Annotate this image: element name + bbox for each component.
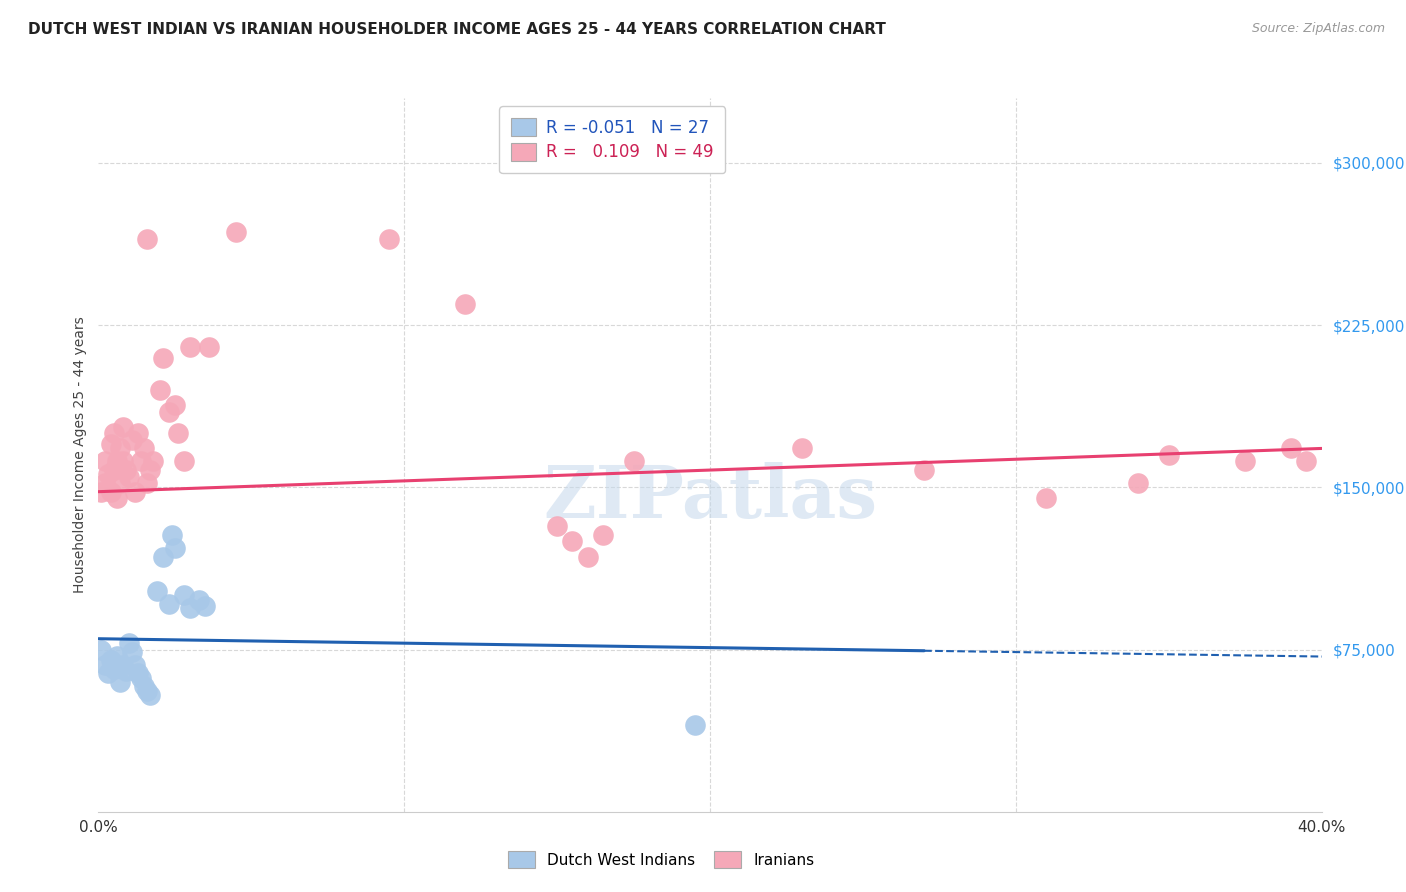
Point [197,340,219,354]
Point [179,601,201,615]
Point [90,484,112,499]
Point [790,442,813,456]
Point [127,426,149,441]
Point [121,433,143,447]
Point [163,398,186,412]
Point [157,597,180,611]
Point [136,232,159,246]
Point [115,463,138,477]
Point [561,534,583,549]
Point [118,469,141,483]
Point [105,491,128,505]
Legend: Dutch West Indians, Iranians: Dutch West Indians, Iranians [501,844,823,875]
Point [225,225,247,239]
Y-axis label: Householder Income Ages 25 - 44 years: Householder Income Ages 25 - 44 years [73,317,87,593]
Point [108,675,131,690]
Point [912,463,935,477]
Point [129,454,152,468]
Point [149,383,172,397]
Point [1128,476,1150,491]
Point [157,405,180,419]
Point [100,484,122,499]
Point [124,484,146,499]
Point [592,528,614,542]
Point [134,679,156,693]
Point [111,419,134,434]
Point [100,653,122,667]
Point [152,351,174,365]
Text: DUTCH WEST INDIAN VS IRANIAN HOUSEHOLDER INCOME AGES 25 - 44 YEARS CORRELATION C: DUTCH WEST INDIAN VS IRANIAN HOUSEHOLDER… [28,22,886,37]
Point [93,454,115,468]
Point [1234,454,1257,468]
Point [1279,442,1302,456]
Point [108,442,131,456]
Point [576,549,599,564]
Point [100,437,122,451]
Point [167,426,190,441]
Point [129,671,152,685]
Point [546,519,568,533]
Point [188,592,211,607]
Text: Source: ZipAtlas.com: Source: ZipAtlas.com [1251,22,1385,36]
Point [124,657,146,672]
Point [160,528,183,542]
Point [90,642,112,657]
Point [142,454,165,468]
Point [683,718,706,732]
Point [1295,454,1317,468]
Point [121,645,143,659]
Point [163,541,186,555]
Point [103,662,125,676]
Text: ZIPatlas: ZIPatlas [543,462,877,533]
Point [134,442,156,456]
Point [111,454,134,468]
Point [118,636,141,650]
Point [108,476,131,491]
Point [97,666,120,681]
Point [93,476,115,491]
Point [1035,491,1057,505]
Point [136,476,159,491]
Point [111,657,134,672]
Point [378,232,401,246]
Point [1157,448,1180,462]
Point [152,549,174,564]
Point [103,426,125,441]
Point [179,340,201,354]
Point [93,657,115,672]
Point [105,454,128,468]
Point [115,664,138,678]
Point [194,599,217,614]
Point [97,467,120,482]
Point [454,296,477,310]
Point [145,584,167,599]
Point [139,463,162,477]
Point [136,683,159,698]
Point [173,589,195,603]
Point [173,454,195,468]
Point [127,666,149,681]
Point [105,648,128,663]
Point [139,688,162,702]
Point [623,454,645,468]
Point [103,463,125,477]
